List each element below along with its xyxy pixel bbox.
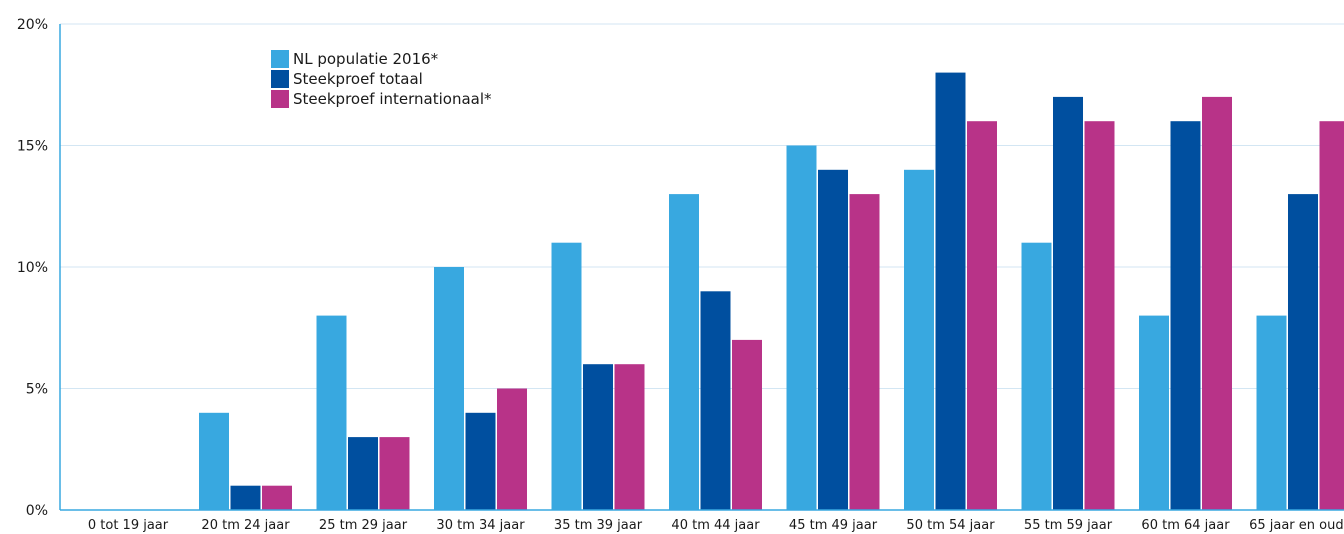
x-tick-label: 60 tm 64 jaar [1141,518,1230,533]
x-tick-label: 65 jaar en ouder [1249,518,1344,533]
bar [904,169,934,511]
x-tick-label: 35 tm 39 jaar [554,518,643,533]
bar [818,169,848,511]
legend-swatch [271,90,289,108]
bar [1170,121,1201,510]
y-tick-label: 10% [17,260,48,276]
x-tick-label: 50 tm 54 jaar [906,518,995,533]
legend-label: Steekproef internationaal* [293,90,492,108]
x-axis-labels: 0 tot 19 jaar 20 tm 24 jaar 25 tm 29 jaar 3… [88,518,1344,533]
bar [669,194,699,510]
bar [583,364,613,510]
bar [1084,121,1115,510]
bar [379,437,410,510]
bar [700,291,731,510]
bar [316,315,347,510]
x-tick-label: 40 tm 44 jaar [671,518,760,533]
x-tick-label: 0 tot 19 jaar [88,518,169,533]
legend: NL populatie 2016* Steekproef totaal Steek… [271,50,492,108]
bar [1288,194,1318,510]
bar [434,267,464,510]
legend-swatch [271,50,289,68]
bar [465,412,496,510]
y-tick-label: 0% [26,503,48,519]
legend-label: Steekproef totaal [293,70,423,88]
bar [199,412,229,510]
x-tick-label: 25 tm 29 jaar [319,518,408,533]
x-tick-label: 30 tm 34 jaar [436,518,525,533]
bar [1202,96,1232,511]
y-tick-label: 5% [26,382,48,398]
bar [262,485,292,510]
bar [614,364,645,510]
bar [849,194,880,510]
bar [497,388,527,510]
legend-swatch [271,70,289,88]
bar [1139,315,1169,510]
x-tick-label: 55 tm 59 jaar [1024,518,1113,533]
y-tick-label: 15% [17,139,48,155]
bar [732,339,762,510]
axes [59,24,1344,511]
bar [935,72,966,510]
x-tick-label: 45 tm 49 jaar [789,518,878,533]
bar [967,121,997,510]
bar [1021,242,1052,510]
y-axis-ticks: 0% 5% 10% 15% 20% [17,17,48,519]
y-tick-label: 20% [17,17,48,33]
bar [551,242,582,510]
legend-label: NL populatie 2016* [293,50,439,68]
bar [1256,315,1287,510]
bar [348,437,378,510]
bar [1319,121,1344,510]
bars [199,72,1344,511]
x-tick-label: 20 tm 24 jaar [201,518,290,533]
bar [786,145,817,510]
bar [1053,96,1083,511]
bar [230,485,261,510]
